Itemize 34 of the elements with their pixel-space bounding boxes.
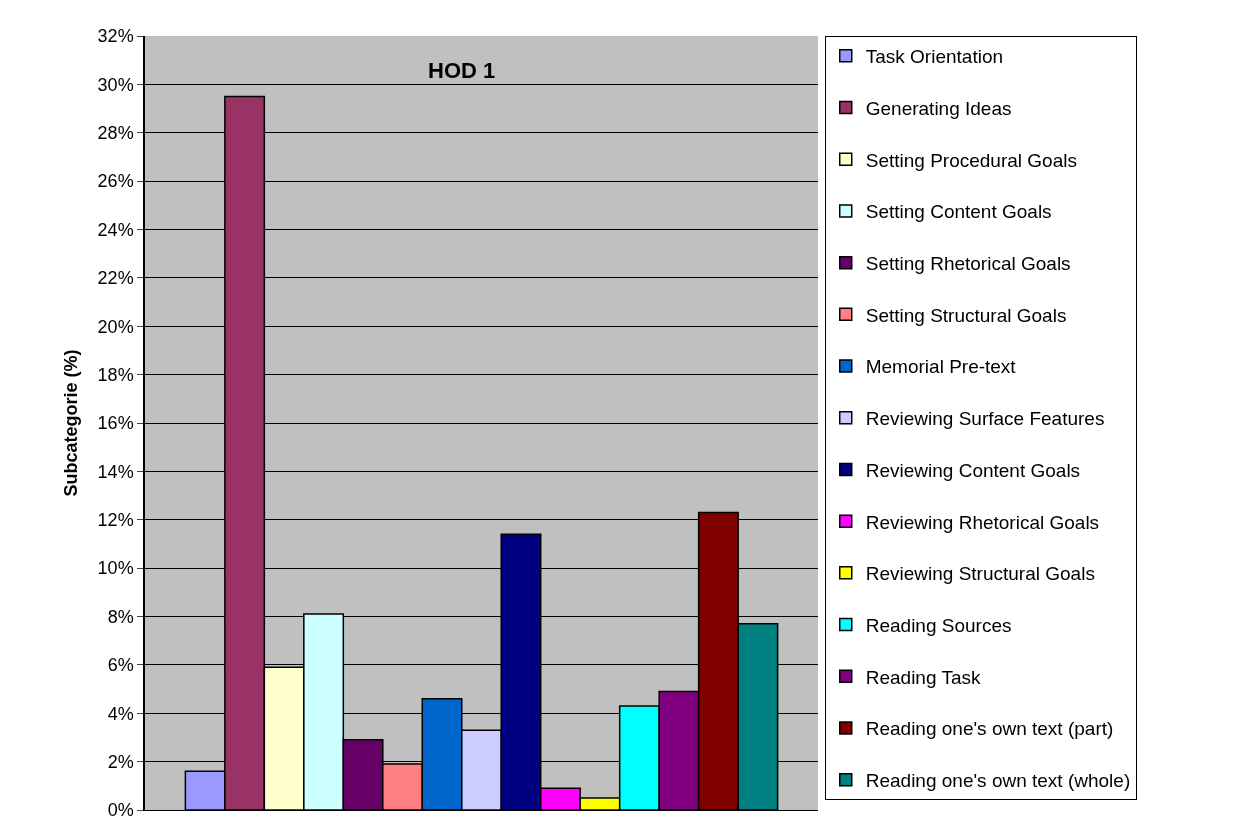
legend-label: Reading one's own text (part): [865, 718, 1114, 740]
y-tick-label: 10%: [97, 558, 134, 579]
y-tick-label: 6%: [107, 655, 134, 676]
y-tick-label: 32%: [97, 26, 134, 47]
legend-label: Setting Procedural Goals: [865, 149, 1077, 171]
y-tick-label: 0%: [107, 800, 134, 821]
y-tick-label: 26%: [97, 171, 134, 192]
legend-label: Reading Sources: [865, 614, 1012, 636]
legend-label: Reviewing Surface Features: [865, 408, 1105, 430]
legend-label: Generating Ideas: [865, 97, 1012, 119]
y-axis-title: Subcategorie (%): [61, 349, 82, 497]
y-tick-label: 30%: [97, 74, 134, 95]
legend-label: Setting Rhetorical Goals: [865, 253, 1071, 275]
y-tick-label: 12%: [97, 510, 134, 531]
legend-label: Task Orientation: [865, 46, 1004, 68]
legend-label: Reading Task: [865, 666, 982, 688]
y-tick-label: 20%: [97, 316, 134, 337]
y-tick-label: 18%: [97, 364, 134, 385]
text: HOD 1: [428, 58, 496, 83]
legend-label: Reviewing Content Goals: [865, 459, 1081, 481]
y-tick-label: 28%: [97, 123, 134, 144]
y-tick-label: 24%: [97, 219, 134, 240]
y-tick-label: 16%: [97, 413, 134, 434]
legend-label: Reviewing Structural Goals: [865, 563, 1095, 585]
legend-label: Reviewing Rhetorical Goals: [865, 511, 1100, 533]
legend-label: Setting Content Goals: [865, 201, 1052, 223]
y-tick-label: 8%: [107, 606, 134, 627]
y-tick-label: 2%: [107, 751, 134, 772]
y-tick-label: 4%: [107, 703, 134, 724]
legend-label: Setting Structural Goals: [865, 304, 1067, 326]
y-tick-label: 14%: [97, 461, 134, 482]
legend-label: Memorial Pre-text: [865, 356, 1017, 378]
y-tick-label: 22%: [97, 268, 134, 289]
legend-label: Reading one's own text (whole): [865, 770, 1131, 792]
